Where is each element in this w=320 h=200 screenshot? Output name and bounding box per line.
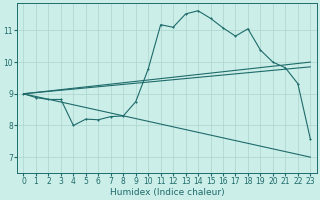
X-axis label: Humidex (Indice chaleur): Humidex (Indice chaleur) xyxy=(109,188,224,197)
